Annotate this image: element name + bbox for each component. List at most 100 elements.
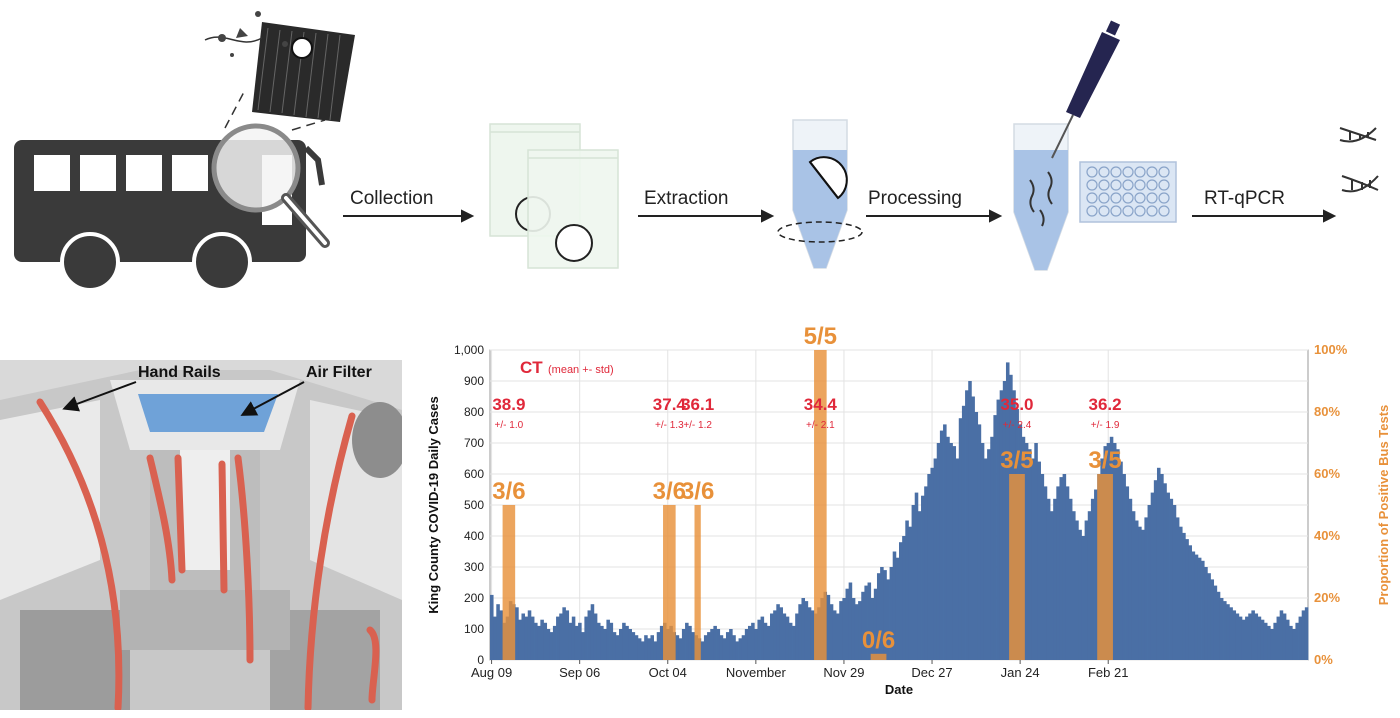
y-tick-label: 900 xyxy=(464,374,484,388)
case-bar xyxy=(650,635,654,660)
case-bar xyxy=(1119,461,1123,660)
case-bar xyxy=(826,594,831,660)
filter-swab-icon xyxy=(204,11,355,122)
case-bar xyxy=(1260,619,1265,660)
case-bar xyxy=(763,622,768,660)
well-plate-icon xyxy=(1079,161,1177,223)
fraction-label: 0/6 xyxy=(862,627,895,654)
case-bar xyxy=(1210,579,1215,660)
case-bar xyxy=(584,616,588,660)
y-tick-label: 500 xyxy=(464,498,484,512)
case-bar xyxy=(587,610,592,660)
case-bar xyxy=(1226,604,1230,660)
case-bar xyxy=(641,641,645,660)
case-bar xyxy=(1216,591,1221,660)
case-bar xyxy=(1094,489,1098,660)
y2-axis-title: Proportion of Positive Bus Tests xyxy=(1376,405,1391,606)
fraction-label: 3/6 xyxy=(653,478,686,505)
case-bar xyxy=(719,635,724,660)
case-bar xyxy=(845,588,850,660)
case-bar xyxy=(656,632,661,660)
case-bar xyxy=(1289,625,1293,660)
x-tick-label: Sep 06 xyxy=(559,665,600,680)
x-tick-label: Aug 09 xyxy=(471,665,512,680)
case-bar xyxy=(889,567,894,660)
case-bar xyxy=(1207,573,1211,660)
case-bar xyxy=(691,632,695,660)
hand-rail-markings xyxy=(36,398,380,710)
case-bar xyxy=(1166,492,1170,660)
case-bar xyxy=(861,591,865,660)
case-bar xyxy=(1046,498,1051,660)
case-bar xyxy=(1040,474,1045,660)
case-bar xyxy=(1188,545,1192,660)
case-bar xyxy=(949,443,953,660)
case-bar xyxy=(968,381,972,660)
case-bar xyxy=(1138,526,1142,660)
case-bar xyxy=(886,579,890,660)
case-bar xyxy=(562,607,566,660)
case-bar xyxy=(634,635,639,660)
y2-tick-label: 60% xyxy=(1314,466,1340,481)
y-tick-label: 200 xyxy=(464,591,484,605)
case-bar xyxy=(795,613,799,660)
case-bar xyxy=(836,613,840,660)
case-bar xyxy=(534,622,538,660)
case-bar xyxy=(839,601,843,660)
case-bar xyxy=(722,638,727,660)
case-bar xyxy=(1285,619,1290,660)
y-tick-label: 700 xyxy=(464,436,484,450)
case-bar xyxy=(792,625,796,660)
case-bar xyxy=(1204,567,1208,660)
case-bar xyxy=(549,632,554,660)
case-bar xyxy=(974,412,979,660)
step-label-processing: Processing xyxy=(868,188,962,209)
case-bar xyxy=(725,632,730,660)
case-bar xyxy=(1197,557,1202,660)
case-bar xyxy=(1235,613,1240,660)
case-bar xyxy=(540,619,544,660)
case-bar xyxy=(1232,610,1237,660)
case-bar xyxy=(1031,458,1035,660)
x-tick-label: Nov 29 xyxy=(823,665,864,680)
pipette-icon xyxy=(1051,20,1121,159)
case-bar xyxy=(688,625,692,660)
case-bar xyxy=(864,585,868,660)
callout-hand-rails: Hand Rails xyxy=(138,364,221,381)
step-label-rtqpcr: RT-qPCR xyxy=(1204,188,1285,209)
case-bar xyxy=(1043,486,1048,660)
step-label-extraction: Extraction xyxy=(644,188,729,209)
case-bar xyxy=(1163,483,1167,660)
case-bar xyxy=(788,622,793,660)
cases-chart: 0 100 200 300 400 500 600 700 800 900 1,000 0% 20% 40… xyxy=(426,325,1391,697)
case-bar xyxy=(493,616,497,660)
case-bar xyxy=(647,638,651,660)
case-bar xyxy=(914,492,919,660)
case-bar xyxy=(524,616,529,660)
case-bar xyxy=(880,567,884,660)
case-bar xyxy=(1270,629,1274,660)
callout-arrows xyxy=(62,381,305,416)
case-bar xyxy=(1075,520,1079,660)
case-bar xyxy=(927,474,931,660)
y-tick-label: 800 xyxy=(464,405,484,419)
case-bar xyxy=(773,610,777,660)
case-bar xyxy=(1257,616,1262,660)
positive-test-bar xyxy=(870,653,887,660)
case-bar xyxy=(1298,616,1303,660)
case-bar xyxy=(1081,536,1086,660)
case-bar xyxy=(521,613,526,660)
case-bar xyxy=(921,495,925,660)
case-bar xyxy=(760,616,765,660)
case-bar xyxy=(999,390,1004,660)
case-bar xyxy=(1141,529,1145,660)
arrow-icon xyxy=(343,209,1337,223)
case-bar xyxy=(1125,486,1130,660)
fraction-label: 5/5 xyxy=(804,325,837,350)
case-bar xyxy=(1128,498,1133,660)
chart-labels: 3/6 38.9 +/- 1.0 3/6 37.4 +/- 1.3 3/6 36.1 +/- 1… xyxy=(492,325,1122,654)
chart-axes: 0 100 200 300 400 500 600 700 800 900 1,000 0% 20% 40… xyxy=(426,342,1391,697)
case-bar xyxy=(1153,480,1158,660)
ct-header: CT xyxy=(520,358,543,377)
case-bars xyxy=(490,362,1309,660)
